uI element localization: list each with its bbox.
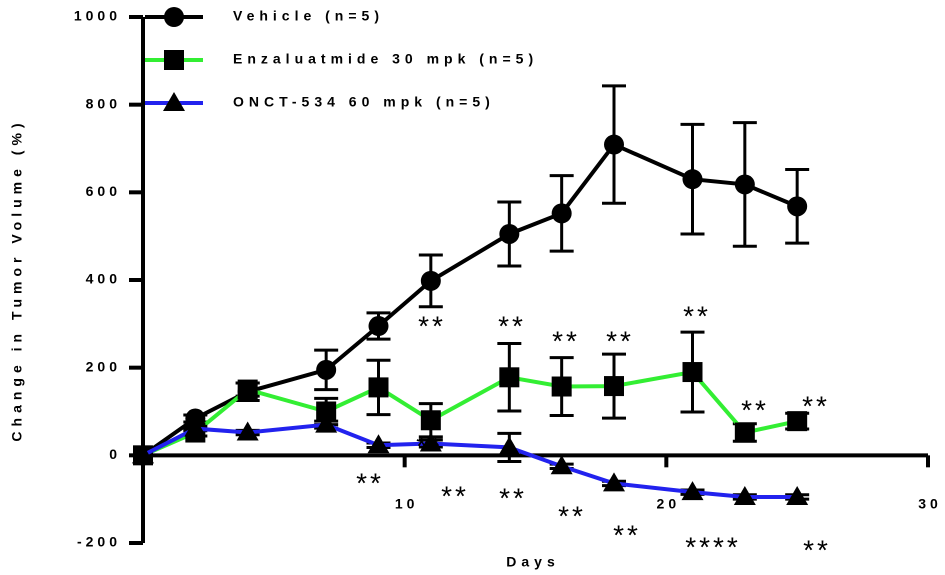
marker [551, 376, 572, 397]
annotation: ** [803, 534, 831, 565]
annotation: ** [606, 325, 634, 356]
marker [420, 410, 441, 431]
marker [315, 413, 338, 433]
y-tick-label: 800 [86, 95, 121, 111]
annotation: ** [356, 467, 384, 498]
annotation: ** [416, 430, 444, 461]
marker [368, 316, 389, 337]
marker [786, 485, 809, 505]
y-tick-label: 200 [86, 358, 121, 374]
annotation: ** [613, 519, 641, 550]
annotation: ** [552, 325, 580, 356]
marker [420, 270, 441, 291]
x-tick-label: 10 [395, 496, 419, 512]
legend-label: Enzaluatmide 30 mpk (n=5) [233, 51, 538, 67]
marker [164, 7, 184, 27]
y-tick-label: 1000 [74, 8, 121, 24]
marker [733, 485, 756, 505]
marker [604, 376, 624, 397]
marker [787, 411, 808, 432]
annotation: ** [498, 310, 526, 341]
marker [787, 196, 808, 217]
marker [734, 422, 755, 443]
annotation: ** [802, 390, 830, 421]
marker [316, 401, 337, 422]
y-tick-label: 0 [109, 446, 121, 462]
legend-label: ONCT-534 60 mpk (n=5) [233, 94, 495, 110]
marker [603, 472, 625, 492]
annotation: ** [441, 480, 469, 511]
x-axis-label: Days [506, 554, 559, 570]
marker [681, 481, 704, 501]
marker [164, 50, 184, 70]
marker [551, 203, 572, 224]
annotation: ** [418, 310, 446, 341]
marker [184, 417, 207, 437]
marker [316, 359, 337, 380]
annotation: ** [499, 482, 527, 513]
annotation: ** [558, 500, 586, 531]
annotation: ** [683, 300, 711, 331]
x-tick-label: 20 [657, 496, 681, 512]
marker [419, 432, 442, 452]
y-tick-label: 600 [86, 183, 121, 199]
marker [682, 362, 703, 383]
marker [499, 223, 520, 244]
marker [682, 169, 703, 190]
marker [163, 92, 185, 111]
marker [236, 421, 259, 441]
series-line [142, 422, 798, 499]
y-axis-label: Change in Tumor Volume (%) [9, 118, 25, 441]
annotation: **** [685, 531, 741, 562]
marker [499, 367, 520, 388]
marker [237, 379, 258, 400]
marker [368, 377, 389, 398]
annotation: ** [741, 394, 769, 425]
marker [604, 134, 624, 155]
y-tick-label: 400 [86, 271, 121, 287]
marker [498, 436, 521, 456]
legend-label: Vehicle (n=5) [233, 8, 384, 24]
marker [550, 455, 573, 475]
marker [367, 434, 390, 454]
marker [734, 174, 755, 195]
marker [132, 444, 154, 464]
y-tick-label: -200 [77, 534, 121, 550]
x-tick-label: 30 [918, 496, 942, 512]
